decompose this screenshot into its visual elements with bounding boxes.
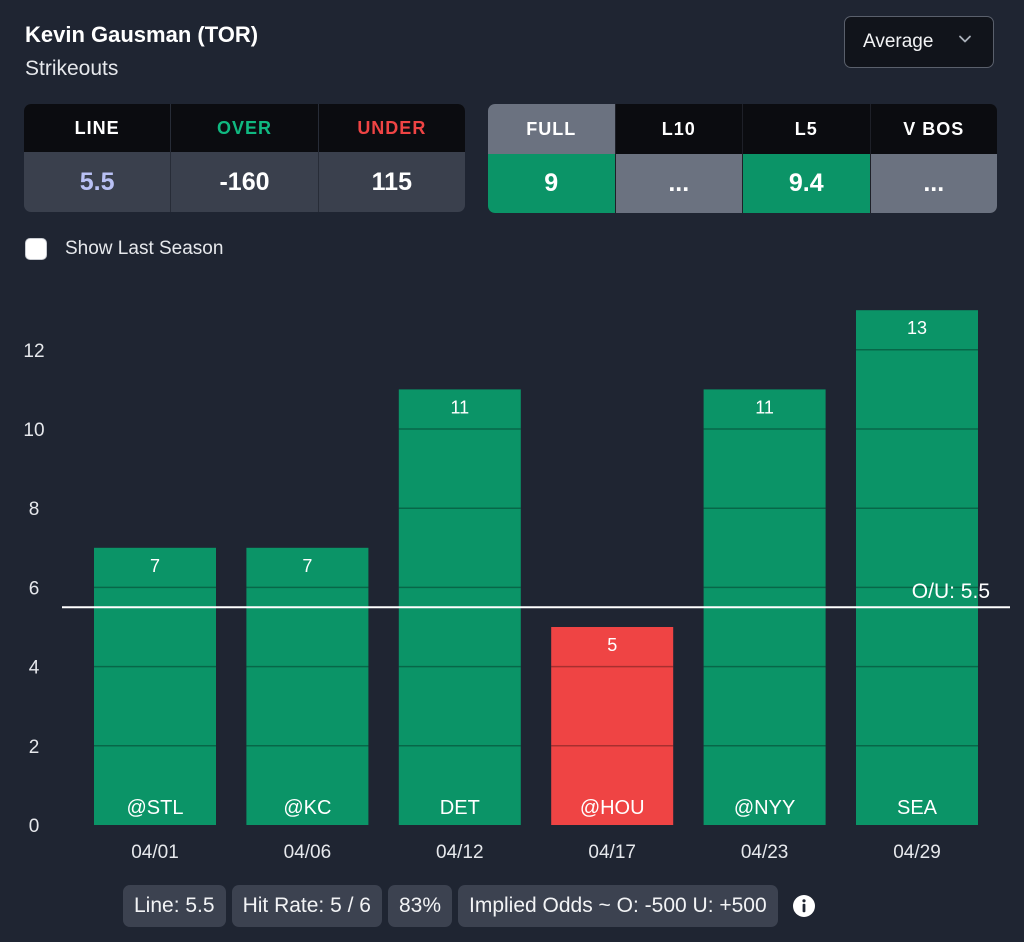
range-value: 9 <box>544 169 559 197</box>
range-tab-1[interactable]: L10 <box>616 104 743 154</box>
range-tab-label: L10 <box>661 118 696 139</box>
bar <box>856 310 978 825</box>
y-tick-label: 12 <box>23 341 44 362</box>
opponent-label: SEA <box>897 797 938 819</box>
under-value-cell[interactable]: 115 <box>319 152 465 212</box>
range-value-cell-0: 9 <box>488 154 616 213</box>
range-tab-label: V BOS <box>903 118 965 139</box>
x-tick-label: 04/06 <box>284 842 332 863</box>
show-last-season-toggle[interactable]: Show Last Season <box>25 238 223 260</box>
hit-rate-pill: Hit Rate: 5 / 6 <box>231 885 382 927</box>
opponent-label: @KC <box>283 797 331 819</box>
bar-value-label: 7 <box>302 556 312 576</box>
strikeouts-bar-chart: 0 2 4 6 8 10 12 7 @STL 04/01 7 @KC 04/06 11 DET 04/12 5 @… <box>23 310 1010 863</box>
range-value-cell-1: ... <box>615 154 743 213</box>
opponent-label: @NYY <box>734 797 795 819</box>
y-tick-label: 0 <box>29 816 40 837</box>
range-tab-2[interactable]: L5 <box>743 104 871 154</box>
x-tick-label: 04/12 <box>436 842 484 863</box>
range-value: 9.4 <box>788 169 824 197</box>
line-header: LINE <box>24 104 172 152</box>
odds-table: LINE OVER UNDER 5.5 -160 115 <box>24 104 465 212</box>
over-value: -160 <box>219 167 270 196</box>
over-header-label: OVER <box>216 117 272 138</box>
hit-pct-pill: 83% <box>387 885 452 927</box>
stat-type: Strikeouts <box>25 57 119 80</box>
bar <box>94 547 216 825</box>
under-value: 115 <box>371 167 412 196</box>
chevron-down-icon <box>959 35 971 43</box>
info-icon[interactable] <box>792 894 816 918</box>
y-tick-label: 8 <box>29 499 40 520</box>
range-value-cell-3: ... <box>870 154 997 213</box>
range-tab-label: L5 <box>794 118 818 139</box>
y-tick-label: 10 <box>23 420 44 441</box>
y-tick-label: 6 <box>29 578 40 599</box>
range-tab-3[interactable]: V BOS <box>871 104 998 154</box>
bar-value-label: 11 <box>755 397 774 417</box>
bar-value-label: 11 <box>450 397 469 417</box>
line-value: 5.5 <box>79 167 115 196</box>
line-header-label: LINE <box>74 117 120 138</box>
range-tab-0[interactable]: FULL <box>488 104 616 154</box>
over-under-label: O/U: 5.5 <box>912 580 990 603</box>
bar-value-label: 13 <box>907 318 927 338</box>
average-select-label: Average <box>863 31 934 52</box>
range-value-cell-2: 9.4 <box>743 154 871 213</box>
under-header: UNDER <box>319 104 465 152</box>
bar <box>246 547 369 825</box>
bar-value-label: 5 <box>607 635 617 655</box>
range-table: FULL L10 L5 V BOS 9... 9.4... <box>488 104 997 213</box>
opponent-label: @HOU <box>580 797 645 819</box>
y-tick-label: 2 <box>29 737 40 758</box>
range-tab-label: FULL <box>526 118 577 139</box>
opponent-label: DET <box>440 797 480 819</box>
bar <box>551 627 674 825</box>
summary-bar: Line: 5.5 Hit Rate: 5 / 6 83% Implied Od… <box>123 885 816 927</box>
line-value-cell: 5.5 <box>24 152 172 212</box>
x-tick-label: 04/23 <box>741 842 789 863</box>
y-tick-label: 4 <box>29 658 40 679</box>
over-header: OVER <box>171 104 319 152</box>
range-value: ... <box>668 169 690 197</box>
player-name: Kevin Gausman (TOR) <box>25 22 259 47</box>
under-header-label: UNDER <box>357 117 427 138</box>
x-tick-label: 04/29 <box>893 842 941 863</box>
line-pill: Line: 5.5 <box>123 885 226 927</box>
average-select[interactable]: Average <box>844 16 994 68</box>
range-value: ... <box>923 169 945 197</box>
implied-odds-pill: Implied Odds ~ O: -500 U: +500 <box>458 885 778 927</box>
show-last-season-label: Show Last Season <box>65 238 224 259</box>
bar-value-label: 7 <box>150 556 160 576</box>
x-tick-label: 04/01 <box>131 842 179 863</box>
show-last-season-checkbox[interactable] <box>25 238 47 260</box>
over-value-cell[interactable]: -160 <box>171 152 319 212</box>
x-tick-label: 04/17 <box>588 842 636 863</box>
opponent-label: @STL <box>127 797 184 819</box>
